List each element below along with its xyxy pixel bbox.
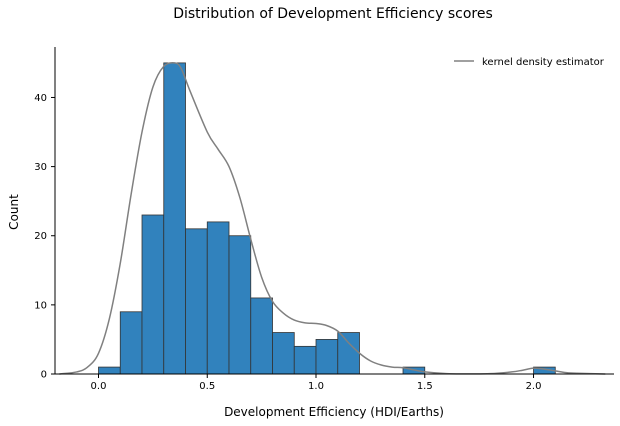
legend: kernel density estimator (454, 57, 605, 68)
y-tick-label: 10 (34, 300, 47, 311)
chart-title: Distribution of Development Efficiency s… (173, 6, 493, 22)
histogram-bar (228, 235, 252, 375)
y-tick-label: 0 (41, 370, 47, 381)
y-tick-label: 20 (34, 231, 47, 242)
legend-label: kernel density estimator (482, 57, 605, 68)
histogram-bar (185, 228, 208, 375)
x-tick-label: 0.5 (199, 381, 215, 392)
x-tick-label: 1.0 (308, 381, 324, 392)
x-axis-title: Development Efficiency (HDI/Earths) (224, 405, 444, 419)
histogram-bar (206, 221, 230, 375)
histogram-bars (98, 62, 556, 375)
histogram-bar (293, 345, 317, 375)
kde-line (59, 61, 606, 375)
y-tick-label: 30 (34, 162, 47, 173)
histogram-bar (250, 297, 273, 375)
y-tick-label: 40 (34, 93, 47, 104)
histogram-bar (315, 339, 339, 375)
x-tick-label: 2.0 (526, 381, 542, 392)
y-axis-title: Count (7, 194, 21, 230)
histogram-bar (119, 311, 143, 375)
x-tick-label: 1.5 (417, 381, 433, 392)
histogram-bar (337, 332, 360, 375)
histogram-bar (141, 214, 165, 375)
histogram-bar (98, 366, 121, 375)
histogram-bar (163, 62, 186, 375)
axes: 0 10 20 30 40 0.0 0.5 1.0 1.5 2.0 (34, 47, 614, 392)
kde-curve-group (59, 61, 606, 375)
histogram-bar (272, 332, 295, 375)
x-tick-label: 0.0 (91, 381, 107, 392)
